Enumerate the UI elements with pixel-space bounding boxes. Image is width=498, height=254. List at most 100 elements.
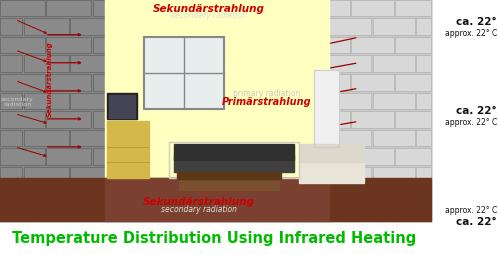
- Bar: [373, 19, 415, 36]
- Bar: [395, 38, 431, 54]
- Bar: [352, 186, 393, 202]
- Bar: [329, 19, 371, 36]
- Bar: [93, 149, 105, 165]
- Text: ca. 22°: ca. 22°: [456, 105, 497, 116]
- Bar: [352, 149, 393, 165]
- Bar: [70, 167, 105, 184]
- Text: Temperature Distribution Using Infrared Heating: Temperature Distribution Using Infrared …: [12, 230, 416, 245]
- Bar: [0, 0, 431, 221]
- Bar: [0, 56, 22, 73]
- Bar: [395, 75, 431, 91]
- Bar: [0, 93, 22, 110]
- Bar: [46, 1, 91, 17]
- Bar: [329, 93, 371, 110]
- Bar: [109, 96, 135, 118]
- Bar: [0, 130, 22, 147]
- Bar: [177, 173, 281, 179]
- Bar: [93, 112, 105, 128]
- Bar: [329, 130, 371, 147]
- Bar: [0, 112, 45, 128]
- Bar: [0, 167, 22, 184]
- Bar: [24, 93, 69, 110]
- Bar: [395, 112, 431, 128]
- Bar: [93, 38, 105, 54]
- Bar: [329, 38, 350, 54]
- Bar: [395, 149, 431, 165]
- Text: Sekundärstrahlung: Sekundärstrahlung: [143, 196, 255, 206]
- Text: secondary radiation: secondary radiation: [161, 204, 237, 213]
- Bar: [299, 157, 364, 183]
- Bar: [0, 204, 22, 221]
- Bar: [93, 75, 105, 91]
- Bar: [329, 75, 350, 91]
- Text: approx. 22° C: approx. 22° C: [445, 205, 497, 214]
- Bar: [0, 75, 45, 91]
- Text: Sekundärstrahlung: Sekundärstrahlung: [153, 4, 265, 14]
- Bar: [0, 149, 45, 165]
- Bar: [329, 186, 350, 202]
- Bar: [373, 56, 415, 73]
- Bar: [174, 145, 294, 160]
- Bar: [329, 1, 350, 17]
- Bar: [70, 204, 105, 221]
- Text: ca. 22°: ca. 22°: [456, 17, 497, 27]
- Bar: [416, 19, 431, 36]
- Bar: [314, 71, 339, 147]
- Text: secondary radiation: secondary radiation: [171, 11, 247, 20]
- Bar: [46, 186, 91, 202]
- Bar: [352, 1, 393, 17]
- Bar: [373, 130, 415, 147]
- Bar: [0, 38, 45, 54]
- Bar: [0, 0, 105, 221]
- Bar: [169, 142, 299, 178]
- Bar: [70, 93, 105, 110]
- Bar: [0, 19, 22, 36]
- Bar: [46, 149, 91, 165]
- Text: approx. 22° C: approx. 22° C: [445, 117, 497, 126]
- Bar: [416, 93, 431, 110]
- Text: ca. 22°: ca. 22°: [456, 216, 497, 226]
- Text: secondary
radiation: secondary radiation: [1, 96, 34, 107]
- Bar: [329, 112, 350, 128]
- Bar: [395, 1, 431, 17]
- Bar: [93, 1, 105, 17]
- Bar: [107, 94, 137, 119]
- Bar: [24, 56, 69, 73]
- Bar: [70, 130, 105, 147]
- Bar: [24, 130, 69, 147]
- Bar: [299, 145, 364, 163]
- Bar: [70, 56, 105, 73]
- Bar: [373, 204, 415, 221]
- Bar: [46, 75, 91, 91]
- Bar: [0, 178, 431, 221]
- Text: approx. 22° C: approx. 22° C: [445, 28, 497, 38]
- Bar: [329, 0, 431, 221]
- Bar: [107, 122, 149, 178]
- Bar: [24, 167, 69, 184]
- Bar: [144, 38, 224, 109]
- Bar: [105, 0, 329, 178]
- Bar: [24, 204, 69, 221]
- Bar: [70, 19, 105, 36]
- Bar: [373, 167, 415, 184]
- Bar: [416, 56, 431, 73]
- Bar: [46, 38, 91, 54]
- Bar: [0, 1, 45, 17]
- Bar: [416, 167, 431, 184]
- Bar: [329, 204, 371, 221]
- Bar: [179, 174, 279, 190]
- Bar: [24, 19, 69, 36]
- Bar: [46, 112, 91, 128]
- Bar: [329, 149, 350, 165]
- Bar: [144, 38, 224, 109]
- Bar: [352, 75, 393, 91]
- Bar: [0, 186, 45, 202]
- Bar: [416, 130, 431, 147]
- Text: Primärstrahlung: Primärstrahlung: [222, 97, 311, 107]
- Bar: [352, 38, 393, 54]
- Bar: [329, 56, 371, 73]
- Bar: [395, 186, 431, 202]
- Bar: [314, 71, 339, 147]
- Bar: [93, 186, 105, 202]
- Text: Sekundärstrahlung: Sekundärstrahlung: [47, 41, 53, 117]
